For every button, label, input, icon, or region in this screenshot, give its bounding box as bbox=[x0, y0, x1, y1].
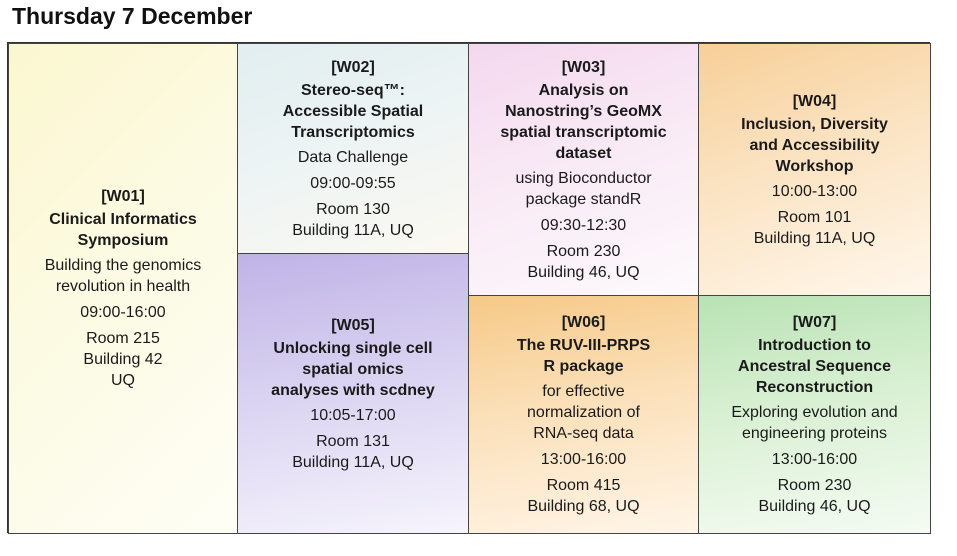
session-title-line: Reconstruction bbox=[755, 379, 874, 396]
session-description-line: Building the genomics bbox=[44, 257, 202, 274]
session-description-line: package standR bbox=[525, 190, 642, 208]
session-location-line: UQ bbox=[110, 372, 135, 389]
session-title-line: Clinical Informatics bbox=[49, 211, 197, 228]
session-title-line: dataset bbox=[555, 144, 612, 162]
session-location: Room 230 Building 46, UQ bbox=[527, 241, 639, 283]
session-title: Analysis on Nanostring’s GeoMX spatial tra… bbox=[500, 80, 666, 164]
session-title-line: analyses with scdney bbox=[271, 381, 435, 399]
session-card-w07[interactable]: [W07] Introduction to Ancestral Sequence Re… bbox=[698, 295, 931, 534]
session-location-line: Room 230 bbox=[777, 477, 852, 494]
session-title-line: Stereo-seq™: bbox=[300, 81, 405, 99]
session-title-line: Unlocking single cell bbox=[273, 339, 433, 357]
session-location-line: Building 11A, UQ bbox=[753, 229, 876, 247]
session-card-w06[interactable]: [W06] The RUV-III-PRPS R package for effect… bbox=[468, 295, 699, 534]
session-location: Room 230 Building 46, UQ bbox=[758, 475, 870, 517]
session-description: Building the genomics revolution in healt… bbox=[45, 255, 202, 297]
session-time: 10:05-17:00 bbox=[310, 406, 396, 424]
session-location-line: Building 46, UQ bbox=[527, 263, 640, 281]
session-title-line: Nanostring’s GeoMX bbox=[505, 102, 662, 120]
session-title-line: and Accessibility bbox=[749, 136, 880, 154]
session-time: 09:30-12:30 bbox=[540, 216, 627, 234]
session-title-line: Workshop bbox=[775, 157, 854, 175]
session-title-line: Analysis on bbox=[538, 81, 629, 99]
session-title-line: The RUV-III-PRPS bbox=[516, 337, 651, 354]
session-location-line: Building 11A, UQ bbox=[292, 453, 414, 471]
session-description-line: revolution in health bbox=[55, 278, 191, 295]
session-code: [W04] bbox=[792, 92, 837, 110]
session-title-line: Introduction to bbox=[758, 337, 871, 354]
session-description-line: engineering proteins bbox=[742, 425, 887, 442]
session-description: using Bioconductor package standR bbox=[515, 168, 651, 210]
session-title-line: Ancestral Sequence bbox=[738, 358, 891, 375]
session-title-line: R package bbox=[543, 358, 624, 375]
session-title-line: Symposium bbox=[77, 232, 169, 249]
session-code: [W03] bbox=[561, 58, 606, 76]
session-description-line: using Bioconductor bbox=[515, 169, 652, 187]
session-description-line: normalization of bbox=[527, 404, 640, 421]
session-code: [W06] bbox=[561, 314, 606, 331]
session-location-line: Room 101 bbox=[777, 208, 852, 226]
session-time: 13:00-16:00 bbox=[540, 451, 627, 468]
session-card-w01[interactable]: [W01] Clinical Informatics Symposium Buildi… bbox=[8, 43, 238, 534]
session-description-line: for effective bbox=[542, 383, 625, 400]
workshop-schedule-grid: [W01] Clinical Informatics Symposium Buildi… bbox=[7, 42, 931, 534]
session-title: Introduction to Ancestral Sequence Reconst… bbox=[738, 335, 891, 398]
session-location: Room 101 Building 11A, UQ bbox=[754, 207, 876, 249]
session-time: 09:00-16:00 bbox=[80, 304, 166, 321]
session-description: Exploring evolution and engineering prote… bbox=[731, 402, 897, 444]
session-card-w03[interactable]: [W03] Analysis on Nanostring’s GeoMX spatia… bbox=[468, 43, 699, 296]
session-description-line: RNA-seq data bbox=[533, 425, 634, 442]
session-location: Room 415 Building 68, UQ bbox=[527, 475, 639, 517]
session-location-line: Room 230 bbox=[546, 242, 621, 260]
session-location: Room 131 Building 11A, UQ bbox=[292, 431, 414, 473]
session-card-w05[interactable]: [W05] Unlocking single cell spatial omics a… bbox=[237, 253, 469, 534]
session-card-w02[interactable]: [W02] Stereo-seq™: Accessible Spatial Trans… bbox=[237, 43, 469, 254]
session-location-line: Building 68, UQ bbox=[527, 498, 640, 515]
session-title: The RUV-III-PRPS R package bbox=[517, 335, 650, 377]
session-code: [W01] bbox=[101, 188, 145, 205]
session-description: Data Challenge bbox=[298, 147, 408, 168]
session-location: Room 130 Building 11A, UQ bbox=[292, 199, 414, 241]
session-title: Clinical Informatics Symposium bbox=[49, 209, 197, 251]
session-title: Stereo-seq™: Accessible Spatial Transcript… bbox=[283, 80, 424, 143]
session-code: [W02] bbox=[331, 58, 375, 76]
session-code: [W07] bbox=[792, 314, 837, 331]
session-title-line: spatial omics bbox=[302, 360, 404, 378]
session-location-line: Room 415 bbox=[546, 477, 621, 494]
session-title-line: Inclusion, Diversity bbox=[741, 115, 888, 133]
session-location-line: Room 130 bbox=[316, 200, 390, 218]
session-time: 13:00-16:00 bbox=[771, 451, 858, 468]
session-location-line: Building 46, UQ bbox=[758, 498, 871, 515]
session-title-line: Accessible Spatial bbox=[282, 102, 424, 120]
session-card-w04[interactable]: [W04] Inclusion, Diversity and Accessibili… bbox=[698, 43, 931, 296]
session-description-line: Data Challenge bbox=[297, 148, 409, 166]
session-description-line: Exploring evolution and bbox=[731, 404, 898, 421]
session-location-line: Room 131 bbox=[316, 432, 390, 450]
session-location-line: Building 11A, UQ bbox=[292, 221, 414, 239]
session-title: Unlocking single cell spatial omics analys… bbox=[271, 338, 435, 401]
session-code: [W05] bbox=[331, 316, 375, 334]
session-time: 09:00-09:55 bbox=[310, 174, 396, 192]
session-time: 10:00-13:00 bbox=[771, 182, 858, 200]
page-title: Thursday 7 December bbox=[12, 3, 253, 29]
session-location-line: Room 215 bbox=[86, 330, 160, 347]
session-title: Inclusion, Diversity and Accessibility Wor… bbox=[741, 114, 888, 177]
session-description: for effective normalization of RNA-seq dat… bbox=[527, 381, 640, 444]
session-title-line: spatial transcriptomic bbox=[500, 123, 667, 141]
session-location: Room 215 Building 42 UQ bbox=[83, 328, 162, 391]
session-title-line: Transcriptomics bbox=[291, 123, 415, 141]
session-location-line: Building 42 bbox=[83, 351, 163, 368]
